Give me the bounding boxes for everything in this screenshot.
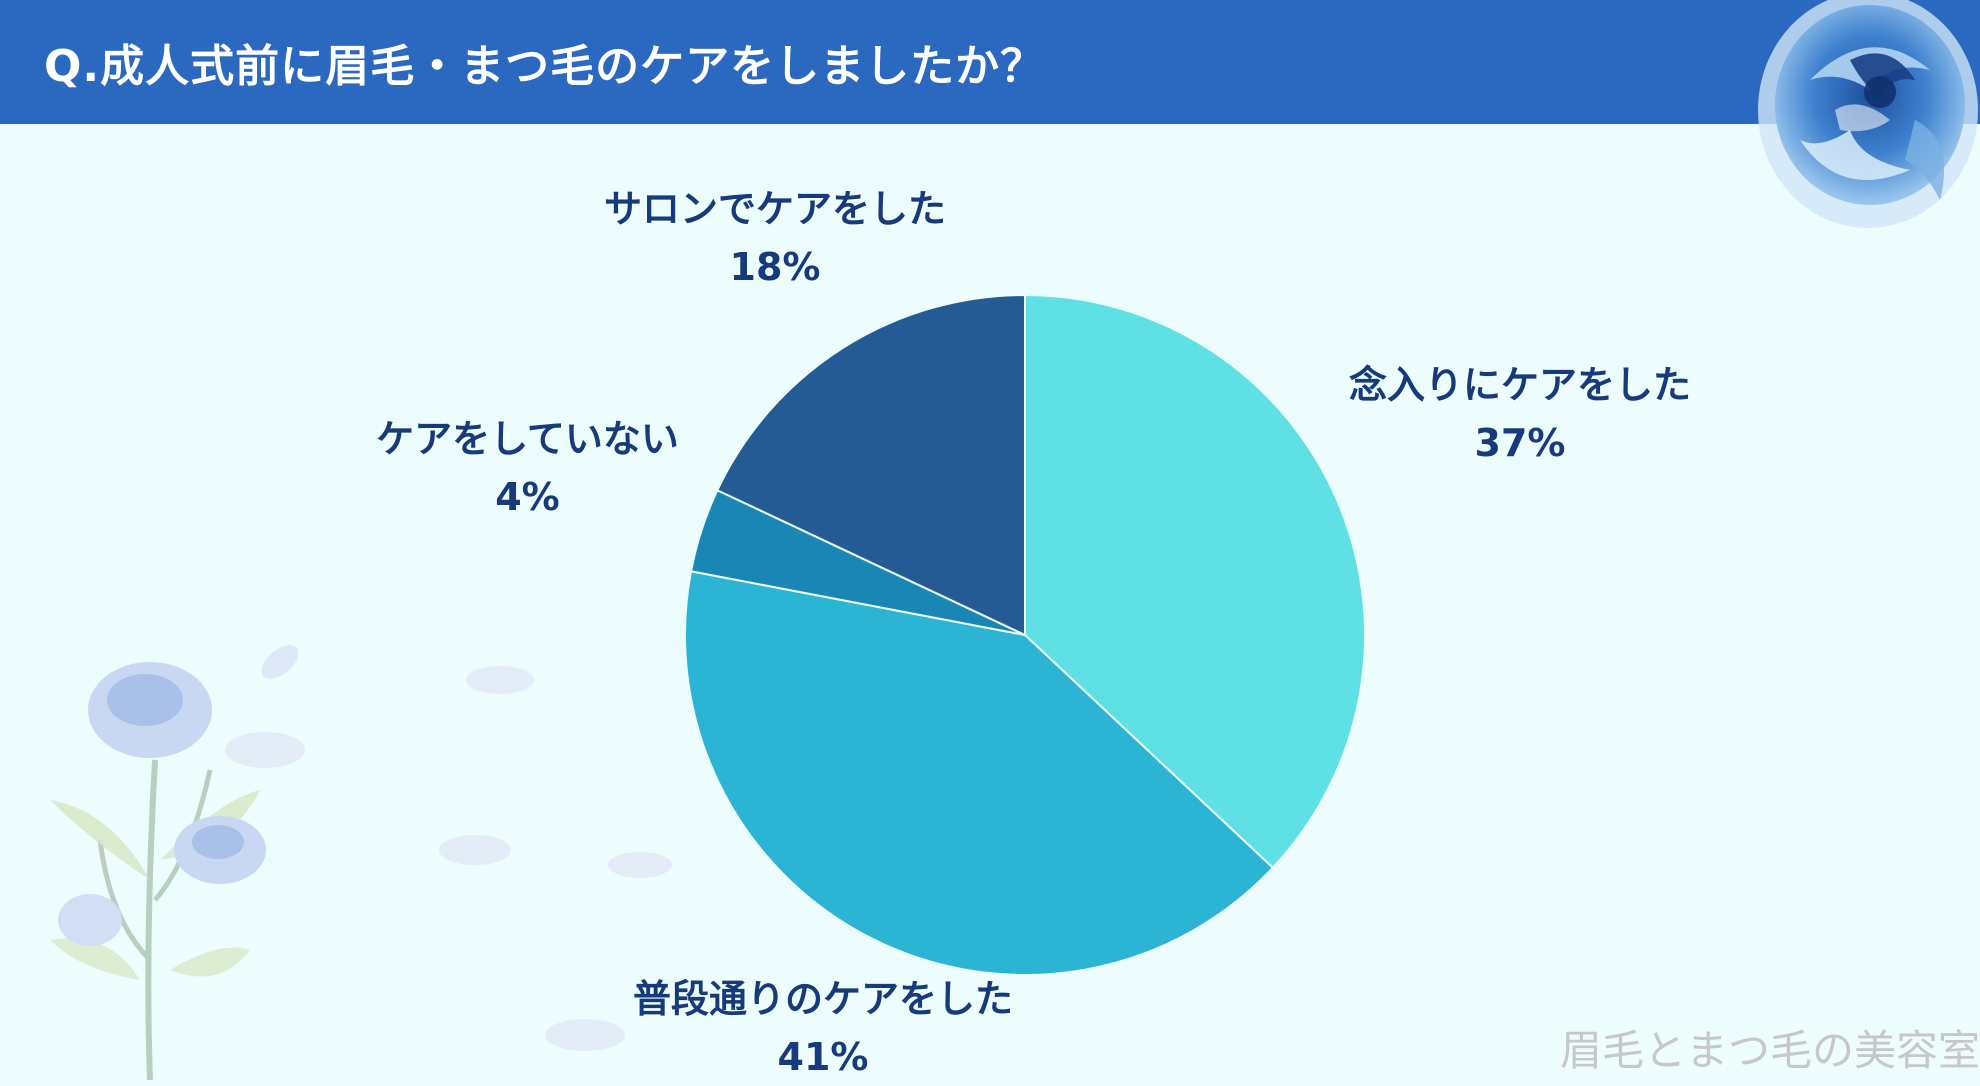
slice-label-value: 18% bbox=[729, 245, 821, 289]
label-nenir: 念入りにケアをした 37% bbox=[1310, 356, 1730, 472]
pie-chart bbox=[684, 293, 1366, 976]
header-bar: Q.成人式前に眉毛・まつ毛のケアをしましたか？ bbox=[0, 0, 1980, 124]
slice-label-name: サロンでケアをした bbox=[603, 187, 946, 231]
label-salon: サロンでケアをした 18% bbox=[570, 180, 980, 296]
label-fudan: 普段通りのケアをした 41% bbox=[588, 970, 1058, 1086]
rose-decoration-bottom-left bbox=[50, 645, 672, 1080]
watermark-text: 眉毛とまつ毛の美容室 bbox=[1559, 1026, 1980, 1075]
pie-slice-3 bbox=[716, 293, 1026, 637]
pie-slice-0 bbox=[1024, 293, 1366, 870]
slice-label-value: 41% bbox=[777, 1035, 869, 1079]
slice-label-value: 4% bbox=[495, 475, 560, 519]
rose-decoration-top-right bbox=[1758, 0, 1978, 228]
slice-label-value: 37% bbox=[1474, 421, 1566, 465]
slice-label-name: 普段通りのケアをした bbox=[632, 977, 1013, 1021]
pie-slice-1 bbox=[684, 570, 1275, 976]
page-title: Q.成人式前に眉毛・まつ毛のケアをしましたか？ bbox=[44, 41, 1046, 92]
slice-label-name: ケアをしていない bbox=[376, 417, 679, 461]
slice-label-name: 念入りにケアをした bbox=[1348, 363, 1691, 407]
label-nocare: ケアをしていない 4% bbox=[345, 410, 710, 526]
